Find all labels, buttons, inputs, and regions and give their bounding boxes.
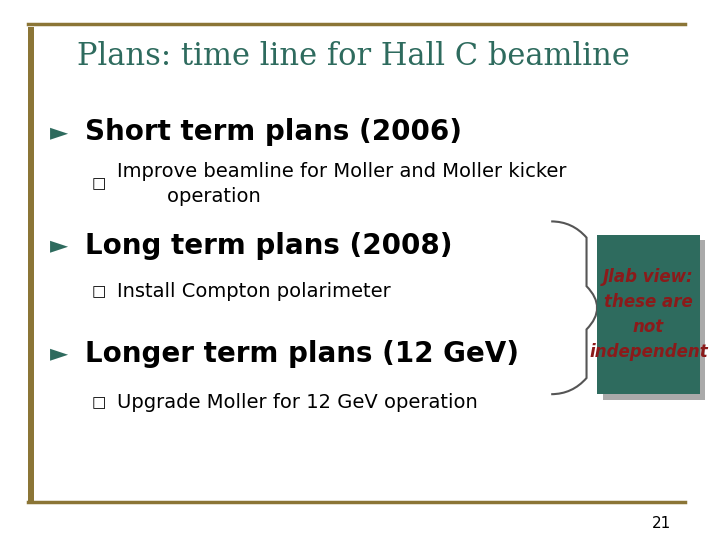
Text: Short term plans (2006): Short term plans (2006) xyxy=(85,118,462,146)
Text: □: □ xyxy=(92,176,107,191)
Text: Longer term plans (12 GeV): Longer term plans (12 GeV) xyxy=(85,340,519,368)
Text: Long term plans (2008): Long term plans (2008) xyxy=(85,232,452,260)
Text: ►: ► xyxy=(50,234,68,258)
Bar xyxy=(603,240,706,400)
Text: Improve beamline for Moller and Moller kicker
        operation: Improve beamline for Moller and Moller k… xyxy=(117,161,566,206)
Text: Jlab view:
these are
not
independent: Jlab view: these are not independent xyxy=(589,268,708,361)
Text: 21: 21 xyxy=(652,516,671,531)
Text: ►: ► xyxy=(50,342,68,366)
Text: □: □ xyxy=(92,395,107,410)
Text: Install Compton polarimeter: Install Compton polarimeter xyxy=(117,282,390,301)
Text: Plans: time line for Hall C beamline: Plans: time line for Hall C beamline xyxy=(77,41,630,72)
Text: □: □ xyxy=(92,284,107,299)
Text: Upgrade Moller for 12 GeV operation: Upgrade Moller for 12 GeV operation xyxy=(117,393,477,412)
Bar xyxy=(597,235,700,394)
Text: ►: ► xyxy=(50,120,68,144)
Bar xyxy=(28,27,34,502)
